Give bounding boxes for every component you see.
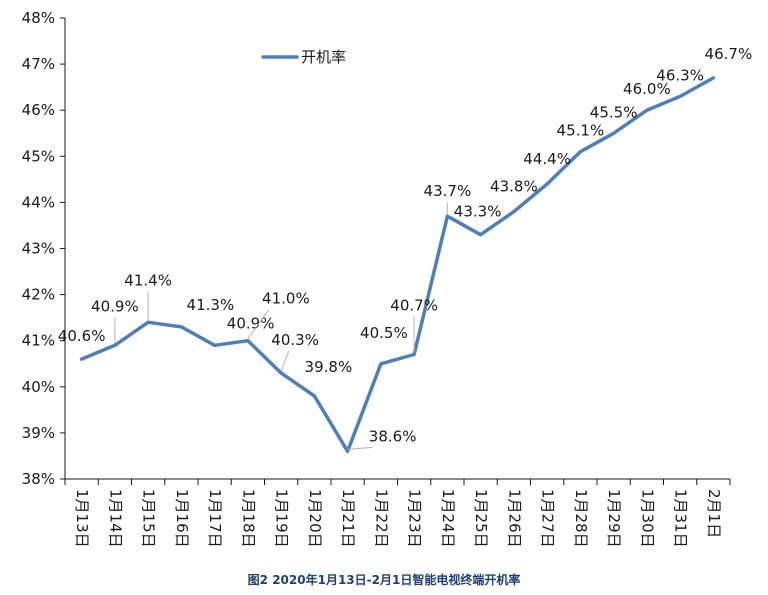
x-tick-label: 1月30日 xyxy=(638,489,656,548)
data-label: 43.3% xyxy=(454,203,502,221)
data-point xyxy=(146,320,150,324)
line-chart: 38% 39% 40% 41% 42% 43% 44% 45% 46% 47% 48% 1月13日 1月… xyxy=(22,9,753,548)
data-label-leader xyxy=(247,309,270,339)
x-tick-label: 1月20日 xyxy=(306,489,324,548)
x-tick-label: 1月19日 xyxy=(273,489,291,548)
x-tick-label: 2月1日 xyxy=(705,489,723,538)
y-tick-label: 48% xyxy=(22,9,55,27)
data-label-leader xyxy=(347,446,373,450)
x-tick-label: 1月26日 xyxy=(505,489,523,548)
data-label: 39.8% xyxy=(305,358,353,376)
data-point xyxy=(578,150,582,154)
y-tick-label: 43% xyxy=(22,240,55,258)
data-label: 40.3% xyxy=(271,331,319,349)
data-point xyxy=(545,182,549,186)
data-point xyxy=(512,210,516,214)
data-point xyxy=(379,362,383,366)
data-label: 46.0% xyxy=(623,80,671,98)
data-label: 46.3% xyxy=(656,66,704,84)
x-tick-label: 1月14日 xyxy=(106,489,124,548)
legend-label: 开机率 xyxy=(301,48,346,66)
data-label: 40.5% xyxy=(360,324,408,342)
data-point xyxy=(246,339,250,343)
y-tick-label: 47% xyxy=(22,55,55,73)
data-point xyxy=(312,394,316,398)
data-label: 43.8% xyxy=(490,178,538,196)
y-tick-label: 41% xyxy=(22,332,55,350)
data-label: 40.6% xyxy=(58,327,106,345)
series-line xyxy=(79,76,716,454)
x-tick-label: 1月28日 xyxy=(572,489,590,548)
data-point xyxy=(412,353,416,357)
data-label: 40.7% xyxy=(390,297,438,315)
data-label: 38.6% xyxy=(369,427,417,445)
data-point xyxy=(711,76,715,80)
data-label: 40.9% xyxy=(91,297,139,315)
y-tick-label: 40% xyxy=(22,378,55,396)
data-label: 41.3% xyxy=(187,296,235,314)
data-point xyxy=(213,343,217,347)
data-point xyxy=(113,343,117,347)
data-point xyxy=(479,233,483,237)
y-tick-label: 39% xyxy=(22,424,55,442)
figure-caption: 图2 2020年1月13日-2月1日智能电视终端开机率 xyxy=(247,573,521,587)
data-label: 41.0% xyxy=(262,290,310,308)
data-label: 43.7% xyxy=(424,182,472,200)
y-tick-label: 45% xyxy=(22,147,55,165)
x-tick-label: 1月18日 xyxy=(239,489,257,548)
data-label-leader xyxy=(280,350,290,372)
x-tick-label: 1月27日 xyxy=(539,489,557,548)
data-point xyxy=(612,131,616,135)
y-tick-label: 42% xyxy=(22,286,55,304)
x-tick-label: 1月13日 xyxy=(73,489,91,548)
x-tick-label: 1月17日 xyxy=(206,489,224,548)
data-point xyxy=(445,214,449,218)
y-tick-label: 38% xyxy=(22,470,55,488)
x-tick-label: 1月15日 xyxy=(140,489,158,548)
data-label: 44.4% xyxy=(523,150,571,168)
x-tick-label: 1月24日 xyxy=(439,489,457,548)
data-point xyxy=(678,94,682,98)
data-point xyxy=(80,357,84,361)
data-point xyxy=(346,449,350,453)
data-label: 40.9% xyxy=(227,314,275,332)
data-label: 45.5% xyxy=(590,103,638,121)
x-tick-label: 1月16日 xyxy=(173,489,191,548)
data-label: 46.7% xyxy=(705,45,753,63)
data-point xyxy=(179,325,183,329)
x-tick-label: 1月23日 xyxy=(406,489,424,548)
x-tick-label: 1月25日 xyxy=(472,489,490,548)
y-tick-label: 44% xyxy=(22,193,55,211)
x-tick-label: 1月31日 xyxy=(672,489,690,548)
x-tick-label: 1月21日 xyxy=(339,489,357,548)
data-label: 45.1% xyxy=(557,122,605,140)
data-point xyxy=(645,108,649,112)
x-tick-label: 1月29日 xyxy=(605,489,623,548)
data-point xyxy=(279,371,283,375)
data-label: 41.4% xyxy=(124,271,172,289)
y-tick-label: 46% xyxy=(22,101,55,119)
x-tick-label: 1月22日 xyxy=(372,489,390,548)
